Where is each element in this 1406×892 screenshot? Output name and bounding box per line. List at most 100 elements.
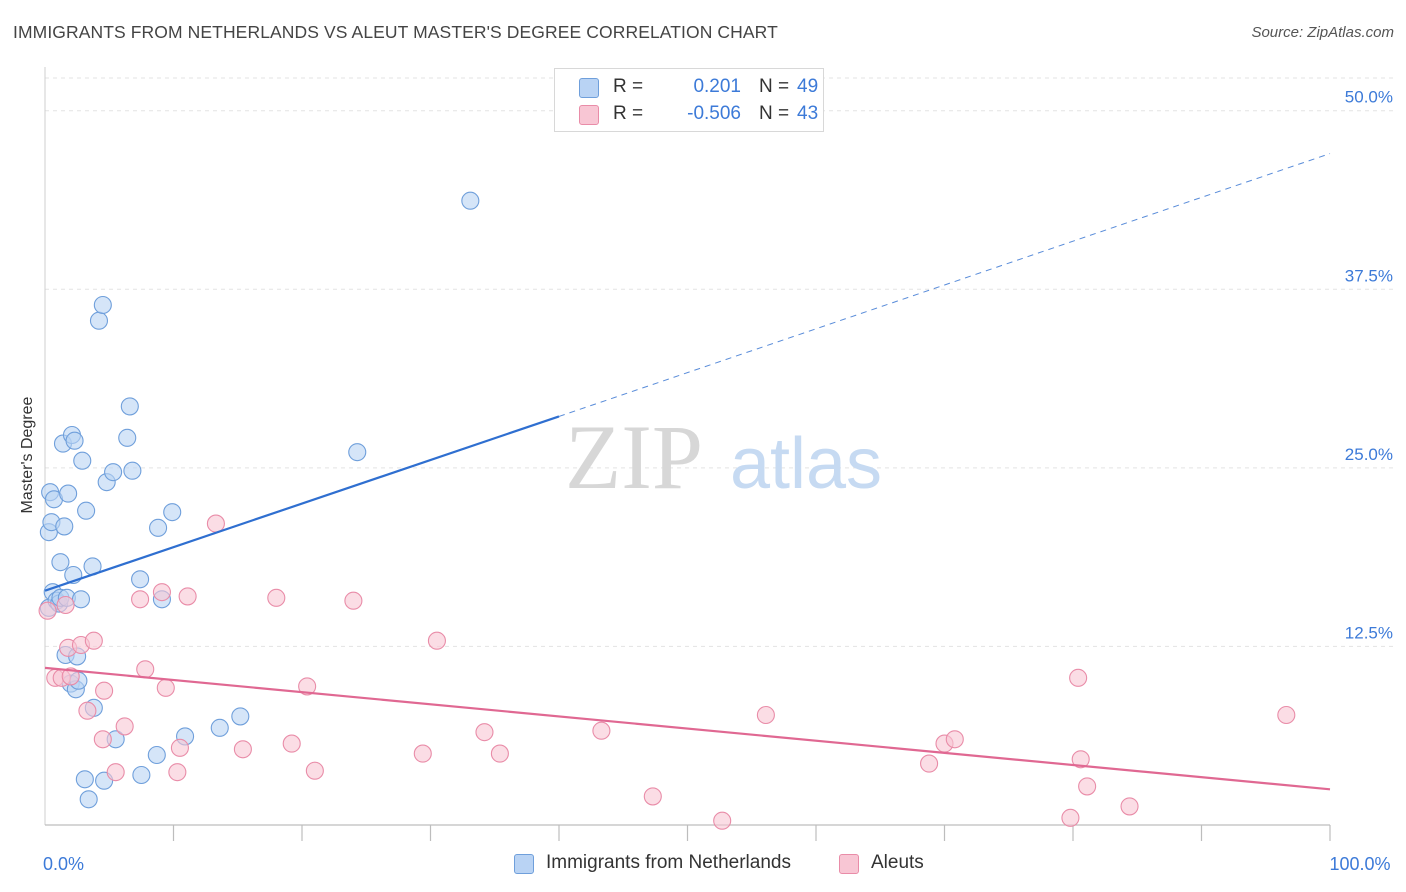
netherlands-point: [461, 191, 480, 210]
aleut-point: [233, 740, 252, 759]
trend-line-aleuts: [44, 666, 1331, 791]
netherlands-point: [348, 443, 367, 462]
aleut-point: [38, 601, 57, 620]
watermark: ZIP atlas: [565, 406, 882, 508]
aleut-point: [178, 587, 197, 606]
aleut-point: [78, 701, 97, 720]
aleut-point: [1061, 808, 1080, 827]
netherlands-point: [210, 718, 229, 737]
netherlands-point: [77, 501, 96, 520]
netherlands-point: [93, 295, 112, 315]
x-tick-label: 0.0%: [43, 854, 84, 874]
aleut-point: [305, 761, 324, 780]
series-netherlands-points: [39, 191, 480, 809]
aleut-point: [168, 763, 187, 782]
aleut-point: [344, 591, 363, 610]
aleut-point: [592, 721, 611, 740]
netherlands-point: [132, 765, 151, 785]
watermark-zip: ZIP: [565, 406, 703, 508]
netherlands-point: [131, 570, 150, 589]
netherlands-point: [118, 428, 137, 447]
legend-n-label: N =: [759, 103, 790, 124]
netherlands-point: [73, 451, 92, 470]
aleut-point: [84, 631, 103, 650]
trend-line-netherlands-extension: [558, 153, 1331, 417]
aleut-point: [490, 744, 509, 763]
y-tick-labels: 12.5% 25.0% 37.5% 50.0%: [1345, 88, 1393, 643]
netherlands-point: [149, 518, 168, 537]
aleut-point: [156, 678, 175, 697]
netherlands-point: [79, 790, 98, 809]
netherlands-point: [75, 770, 94, 789]
aleut-point: [56, 595, 75, 615]
netherlands-point: [123, 461, 142, 480]
y-tick-label: 12.5%: [1345, 623, 1393, 642]
legend-r-value: 0.201: [693, 76, 741, 97]
aleut-point: [1277, 705, 1296, 725]
legend-n-label: N =: [759, 76, 790, 97]
netherlands-point: [104, 463, 123, 482]
trend-lines: [44, 153, 1331, 791]
bottom-legend-swatch-blue: [514, 854, 534, 874]
legend-r-label: R =: [613, 103, 644, 124]
bottom-legend-swatch-pink: [839, 854, 859, 874]
y-tick-label: 37.5%: [1345, 266, 1393, 285]
aleut-point: [152, 583, 171, 602]
x-tick-labels: 0.0% 100.0%: [43, 854, 1391, 874]
legend-n-value: 49: [797, 76, 819, 97]
trend-line-netherlands: [44, 415, 560, 592]
aleut-point: [1071, 750, 1090, 769]
stats-legend: R = 0.201 N = 49 R = -0.506 N = 43: [554, 68, 824, 132]
aleut-point: [115, 717, 134, 736]
legend-r-label: R =: [613, 76, 644, 97]
netherlands-point: [59, 484, 78, 503]
aleut-point: [1120, 797, 1139, 816]
axes: [44, 67, 1331, 841]
netherlands-point: [120, 397, 139, 416]
bottom-legend-label: Immigrants from Netherlands: [546, 852, 791, 873]
aleut-point: [475, 723, 494, 742]
x-tick-label: 100.0%: [1329, 854, 1390, 874]
aleut-point: [643, 787, 662, 806]
netherlands-point: [71, 590, 91, 609]
aleut-point: [282, 734, 301, 753]
bottom-legend-label: Aleuts: [871, 852, 924, 873]
netherlands-point: [89, 311, 109, 330]
netherlands-point: [231, 707, 250, 726]
aleut-point: [136, 660, 155, 679]
aleut-point: [920, 754, 939, 773]
netherlands-point: [65, 431, 84, 450]
netherlands-point: [147, 745, 166, 765]
netherlands-point: [163, 503, 182, 522]
aleut-point: [713, 811, 732, 830]
aleut-point: [298, 677, 317, 696]
legend-swatch-pink: [579, 105, 599, 125]
aleut-point: [106, 763, 125, 782]
aleut-point: [1069, 668, 1088, 687]
source-label: Source: ZipAtlas.com: [1251, 24, 1394, 41]
aleut-point: [945, 730, 964, 749]
aleut-point: [1078, 777, 1097, 796]
legend-r-value: -0.506: [687, 103, 741, 124]
legend-swatch-blue: [579, 78, 599, 98]
watermark-atlas: atlas: [730, 424, 882, 504]
aleut-point: [131, 590, 150, 609]
aleut-point: [413, 744, 432, 763]
y-tick-label: 50.0%: [1345, 88, 1393, 107]
y-tick-label: 25.0%: [1345, 445, 1393, 464]
aleut-point: [61, 667, 80, 686]
y-axis-label: Master's Degree: [19, 396, 36, 514]
legend-n-value: 43: [797, 103, 819, 124]
gridlines: [45, 77, 1395, 647]
aleut-point: [95, 681, 114, 700]
aleut-point: [206, 514, 225, 533]
netherlands-point: [51, 553, 70, 572]
netherlands-point: [55, 517, 74, 536]
aleut-point: [756, 705, 775, 725]
aleut-point: [93, 730, 112, 749]
series-aleuts-points: [38, 514, 1296, 830]
aleut-point: [267, 588, 286, 607]
chart-title: IMMIGRANTS FROM NETHERLANDS VS ALEUT MAS…: [13, 22, 778, 42]
aleut-point: [170, 738, 189, 757]
